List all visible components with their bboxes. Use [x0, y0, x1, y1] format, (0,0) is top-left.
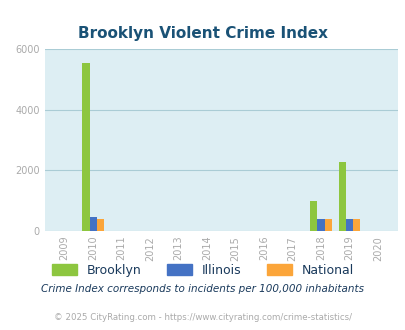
- Bar: [309, 201, 317, 231]
- Text: © 2025 CityRating.com - https://www.cityrating.com/crime-statistics/: © 2025 CityRating.com - https://www.city…: [54, 313, 351, 322]
- Legend: Brooklyn, Illinois, National: Brooklyn, Illinois, National: [47, 259, 358, 282]
- Bar: [324, 219, 331, 231]
- Bar: [90, 217, 96, 231]
- Bar: [82, 63, 90, 231]
- Text: Brooklyn Violent Crime Index: Brooklyn Violent Crime Index: [78, 26, 327, 41]
- Bar: [338, 162, 345, 231]
- Bar: [352, 219, 359, 231]
- Text: Crime Index corresponds to incidents per 100,000 inhabitants: Crime Index corresponds to incidents per…: [41, 284, 364, 294]
- Bar: [96, 219, 104, 231]
- Bar: [345, 219, 352, 231]
- Bar: [317, 219, 324, 231]
